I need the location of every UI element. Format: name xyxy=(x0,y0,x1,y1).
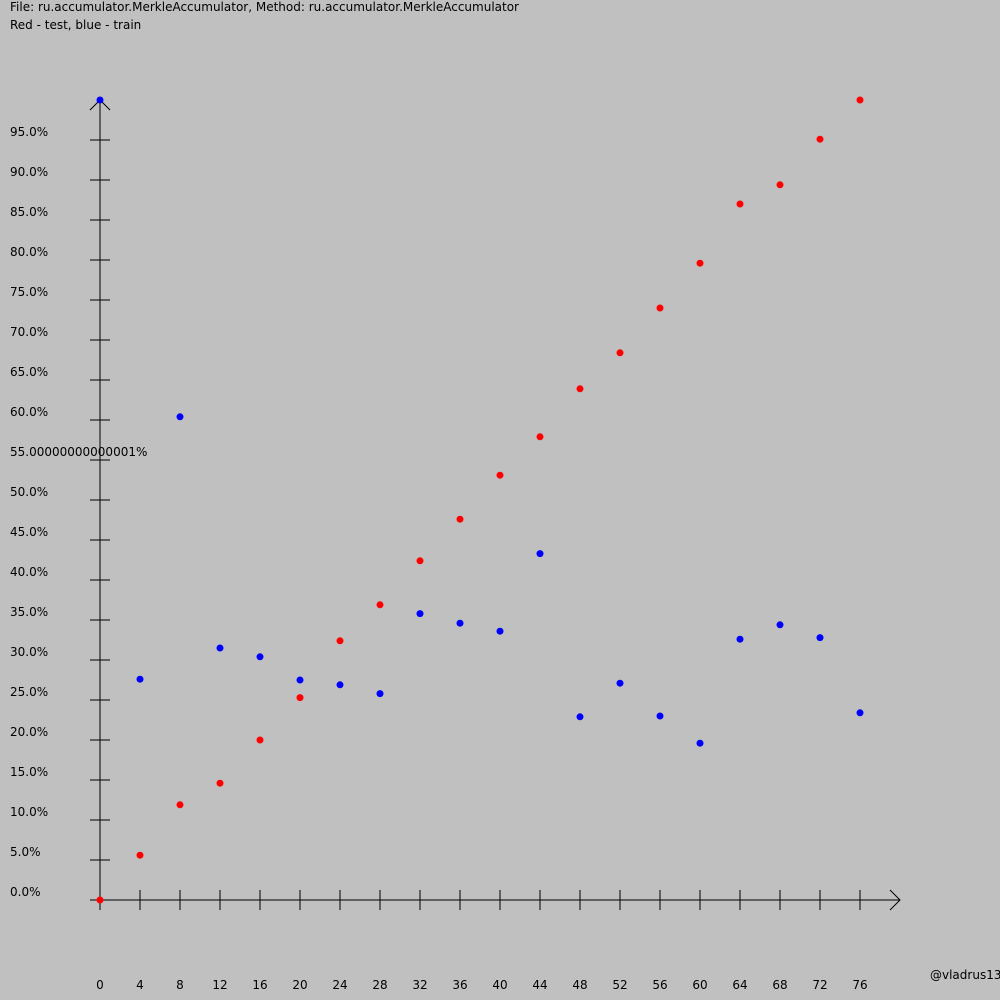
test-point xyxy=(336,637,344,645)
train-point xyxy=(736,635,744,643)
train-point xyxy=(136,675,144,683)
y-tick-label: 25.0% xyxy=(10,685,48,699)
x-tick-label: 20 xyxy=(292,978,307,992)
train-point xyxy=(616,679,624,687)
test-point xyxy=(616,349,624,357)
y-tick-label: 30.0% xyxy=(10,645,48,659)
x-tick-label: 60 xyxy=(692,978,707,992)
test-point xyxy=(536,433,544,441)
test-point xyxy=(456,515,464,523)
author-credit: @vladrus13 xyxy=(930,968,1000,982)
train-point xyxy=(496,627,504,635)
y-tick-label: 90.0% xyxy=(10,165,48,179)
test-point xyxy=(496,471,504,479)
train-point xyxy=(576,713,584,721)
test-point xyxy=(576,385,584,393)
test-point xyxy=(736,200,744,208)
x-axis-arrow xyxy=(889,889,901,911)
train-point xyxy=(656,712,664,720)
y-tick-label: 75.0% xyxy=(10,285,48,299)
y-tick-label: 45.0% xyxy=(10,525,48,539)
test-point xyxy=(296,694,304,702)
x-tick-label: 40 xyxy=(492,978,507,992)
train-point xyxy=(856,709,864,717)
train-point xyxy=(256,653,264,661)
x-tick-label: 76 xyxy=(852,978,867,992)
x-tick-label: 12 xyxy=(212,978,227,992)
train-point xyxy=(416,610,424,618)
data-points xyxy=(96,96,864,904)
train-point xyxy=(776,621,784,629)
y-tick-label: 65.0% xyxy=(10,365,48,379)
x-tick-label: 28 xyxy=(372,978,387,992)
x-tick-label: 32 xyxy=(412,978,427,992)
y-tick-label: 40.0% xyxy=(10,565,48,579)
train-point xyxy=(376,690,384,698)
x-tick-label: 68 xyxy=(772,978,787,992)
x-tick-label: 64 xyxy=(732,978,747,992)
x-tick-label: 4 xyxy=(136,978,144,992)
test-point xyxy=(136,851,144,859)
x-tick-label: 44 xyxy=(532,978,547,992)
test-point xyxy=(696,259,704,267)
test-point xyxy=(216,779,224,787)
train-point xyxy=(216,644,224,652)
y-tick-label: 20.0% xyxy=(10,725,48,739)
train-point xyxy=(96,96,104,104)
x-tick-label: 8 xyxy=(176,978,184,992)
x-tick-label: 36 xyxy=(452,978,467,992)
y-tick-label: 50.0% xyxy=(10,485,48,499)
train-point xyxy=(696,739,704,747)
axes xyxy=(89,99,901,911)
test-point xyxy=(376,601,384,609)
y-tick-label: 15.0% xyxy=(10,765,48,779)
test-point xyxy=(256,736,264,744)
y-tick-label: 0.0% xyxy=(10,885,41,899)
y-tick-label: 85.0% xyxy=(10,205,48,219)
test-point xyxy=(816,135,824,143)
test-point xyxy=(656,304,664,312)
y-tick-label: 55.00000000000001% xyxy=(10,445,147,459)
y-tick-label: 35.0% xyxy=(10,605,48,619)
chart-title: File: ru.accumulator.MerkleAccumulator, … xyxy=(10,0,519,14)
x-tick-label: 0 xyxy=(96,978,104,992)
y-tick-label: 70.0% xyxy=(10,325,48,339)
x-tick-label: 72 xyxy=(812,978,827,992)
y-tick-label: 5.0% xyxy=(10,845,41,859)
train-point xyxy=(456,619,464,627)
y-tick-label: 60.0% xyxy=(10,405,48,419)
test-point xyxy=(856,96,864,104)
chart-subtitle-legend: Red - test, blue - train xyxy=(10,18,142,32)
y-axis-ticks: 0.0% 5.0% 10.0% 15.0% 20.0% 25.0% 30.0% 35.0% 40… xyxy=(10,125,147,901)
train-point xyxy=(816,634,824,642)
x-axis-ticks: 0 4 8 12 16 20 24 28 32 36 40 44 48 52 56 60 64 68 72 76 xyxy=(96,890,868,992)
train-point xyxy=(296,676,304,684)
test-point xyxy=(96,896,104,904)
test-point xyxy=(176,801,184,809)
y-tick-label: 10.0% xyxy=(10,805,48,819)
x-tick-label: 24 xyxy=(332,978,347,992)
test-point xyxy=(776,181,784,189)
x-tick-label: 16 xyxy=(252,978,267,992)
train-point xyxy=(176,413,184,421)
y-tick-label: 80.0% xyxy=(10,245,48,259)
test-point xyxy=(416,557,424,565)
train-point xyxy=(336,681,344,689)
x-tick-label: 56 xyxy=(652,978,667,992)
y-tick-label: 95.0% xyxy=(10,125,48,139)
x-tick-label: 52 xyxy=(612,978,627,992)
train-point xyxy=(536,550,544,558)
x-tick-label: 48 xyxy=(572,978,587,992)
